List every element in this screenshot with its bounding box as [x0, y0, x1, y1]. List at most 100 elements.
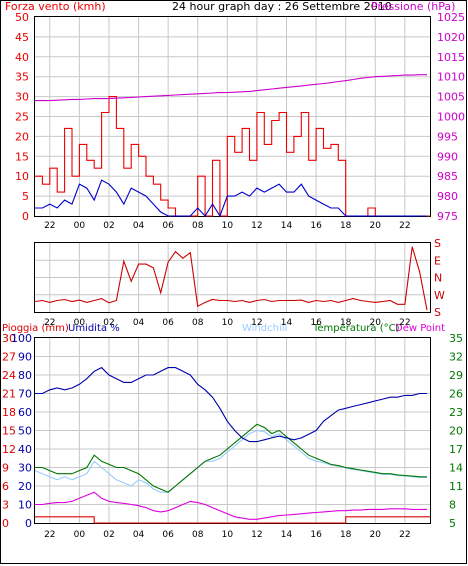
wind-tick-label: 0 — [22, 210, 29, 223]
wind-tick-label: 15 — [15, 150, 29, 163]
rain-tick-label: 3 — [2, 499, 9, 512]
hour-tick-label: 12 — [251, 221, 262, 231]
pressure-line — [35, 74, 427, 102]
hour-tick-label: 22 — [44, 530, 55, 540]
temperature-tick-label: 8 — [449, 499, 456, 512]
humidity-line — [35, 366, 427, 443]
hour-tick-label: 10 — [222, 530, 234, 540]
hour-tick-label: 22 — [399, 318, 410, 328]
rain-axis-label: Pioggia (mm) — [2, 323, 69, 334]
hour-tick-label: 12 — [251, 530, 262, 540]
pressure-axis-label: Pressione (hPa) — [371, 0, 455, 13]
rain-tick-label: 24 — [2, 369, 16, 382]
direction-panel-frame — [34, 242, 431, 313]
humidity-tick-label: 30 — [18, 462, 32, 475]
wind-tick-label: 25 — [15, 111, 29, 124]
wind-tick-label: 40 — [15, 51, 29, 64]
hour-tick-label: 04 — [133, 221, 145, 231]
hour-tick-label: 22 — [399, 221, 410, 231]
direction-tick-label: E — [434, 254, 441, 267]
humidity-tick-label: 80 — [18, 369, 32, 382]
rain-line — [35, 516, 430, 524]
temperature-tick-label: 26 — [449, 388, 463, 401]
hour-tick-label: 16 — [310, 318, 322, 328]
pressure-tick-label: 1010 — [437, 71, 465, 84]
wind-tick-label: 20 — [15, 130, 29, 143]
rain-tick-label: 9 — [2, 462, 9, 475]
grid-layer — [35, 17, 430, 523]
pressure-tick-label: 980 — [437, 190, 458, 203]
wind-tick-label: 30 — [15, 91, 29, 104]
windchill-line — [34, 429, 427, 493]
pressure-tick-label: 1000 — [437, 111, 465, 124]
hour-tick-label: 14 — [281, 318, 293, 328]
chart-title: 24 hour graph day : 26 Settembre 2010 — [172, 0, 392, 13]
rain-tick-label: 18 — [2, 406, 16, 419]
temperature-axis-label: Temperatura (°C) — [312, 323, 400, 334]
rain-tick-label: 21 — [2, 388, 16, 401]
hour-tick-label: 22 — [44, 318, 55, 328]
dewpoint-label: Dew Point — [395, 323, 445, 334]
humidity-tick-label: 100 — [11, 332, 32, 345]
pressure-tick-label: 1015 — [437, 51, 465, 64]
hour-tick-label: 18 — [340, 530, 352, 540]
hour-tick-label: 16 — [310, 221, 322, 231]
wind-average-line — [35, 179, 427, 218]
rain-tick-label: 12 — [2, 443, 16, 456]
hour-tick-label: 08 — [192, 221, 204, 231]
humidity-tick-label: 20 — [18, 480, 32, 493]
wind-direction-line — [34, 246, 428, 311]
pressure-tick-label: 985 — [437, 170, 458, 183]
wind-tick-label: 5 — [22, 190, 29, 203]
humidity-tick-label: 0 — [25, 517, 32, 530]
hour-tick-label: 14 — [281, 530, 293, 540]
hour-tick-label: 22 — [399, 530, 410, 540]
temperature-tick-label: 35 — [449, 332, 463, 345]
hour-tick-label: 20 — [370, 530, 382, 540]
dewpoint-line — [35, 491, 427, 520]
pressure-tick-label: 1025 — [437, 11, 465, 24]
series-layer — [34, 74, 430, 524]
hour-tick-label: 10 — [222, 318, 234, 328]
pressure-tick-label: 995 — [437, 130, 458, 143]
hour-tick-label: 00 — [74, 221, 86, 231]
hour-tick-label: 04 — [133, 318, 145, 328]
hour-tick-label: 02 — [103, 318, 114, 328]
wind-tick-label: 35 — [15, 71, 29, 84]
humidity-tick-label: 40 — [18, 443, 32, 456]
wind-tick-label: 50 — [15, 11, 29, 24]
humidity-tick-label: 90 — [18, 351, 32, 364]
hour-tick-label: 06 — [162, 530, 174, 540]
windchill-label: Windchill — [242, 323, 287, 334]
humidity-tick-label: 50 — [18, 425, 32, 438]
temperature-tick-label: 11 — [449, 480, 463, 493]
direction-tick-label: S — [434, 306, 441, 319]
rain-tick-label: 6 — [2, 480, 9, 493]
rain-tick-label: 0 — [2, 517, 9, 530]
wind-panel-frame — [34, 16, 431, 217]
hour-tick-label: 00 — [74, 530, 86, 540]
hour-tick-label: 02 — [103, 530, 114, 540]
hour-tick-label: 08 — [192, 318, 204, 328]
hour-tick-label: 18 — [340, 221, 352, 231]
pressure-tick-label: 1020 — [437, 31, 465, 44]
hour-tick-label: 18 — [340, 318, 352, 328]
rain-tick-label: 27 — [2, 351, 16, 364]
hour-tick-label: 04 — [133, 530, 145, 540]
hour-tick-label: 22 — [44, 221, 55, 231]
direction-tick-label: W — [434, 289, 445, 302]
hour-tick-label: 06 — [162, 318, 174, 328]
humidity-tick-label: 60 — [18, 406, 32, 419]
pressure-tick-label: 975 — [437, 210, 458, 223]
hour-tick-label: 08 — [192, 530, 204, 540]
temperature-tick-label: 23 — [449, 406, 463, 419]
temperature-tick-label: 20 — [449, 425, 463, 438]
humidity-tick-label: 70 — [18, 388, 32, 401]
hour-tick-label: 00 — [74, 318, 86, 328]
hour-tick-label: 20 — [370, 221, 382, 231]
wind-axis-label: Forza vento (kmh) — [5, 0, 106, 13]
hour-tick-label: 02 — [103, 221, 114, 231]
